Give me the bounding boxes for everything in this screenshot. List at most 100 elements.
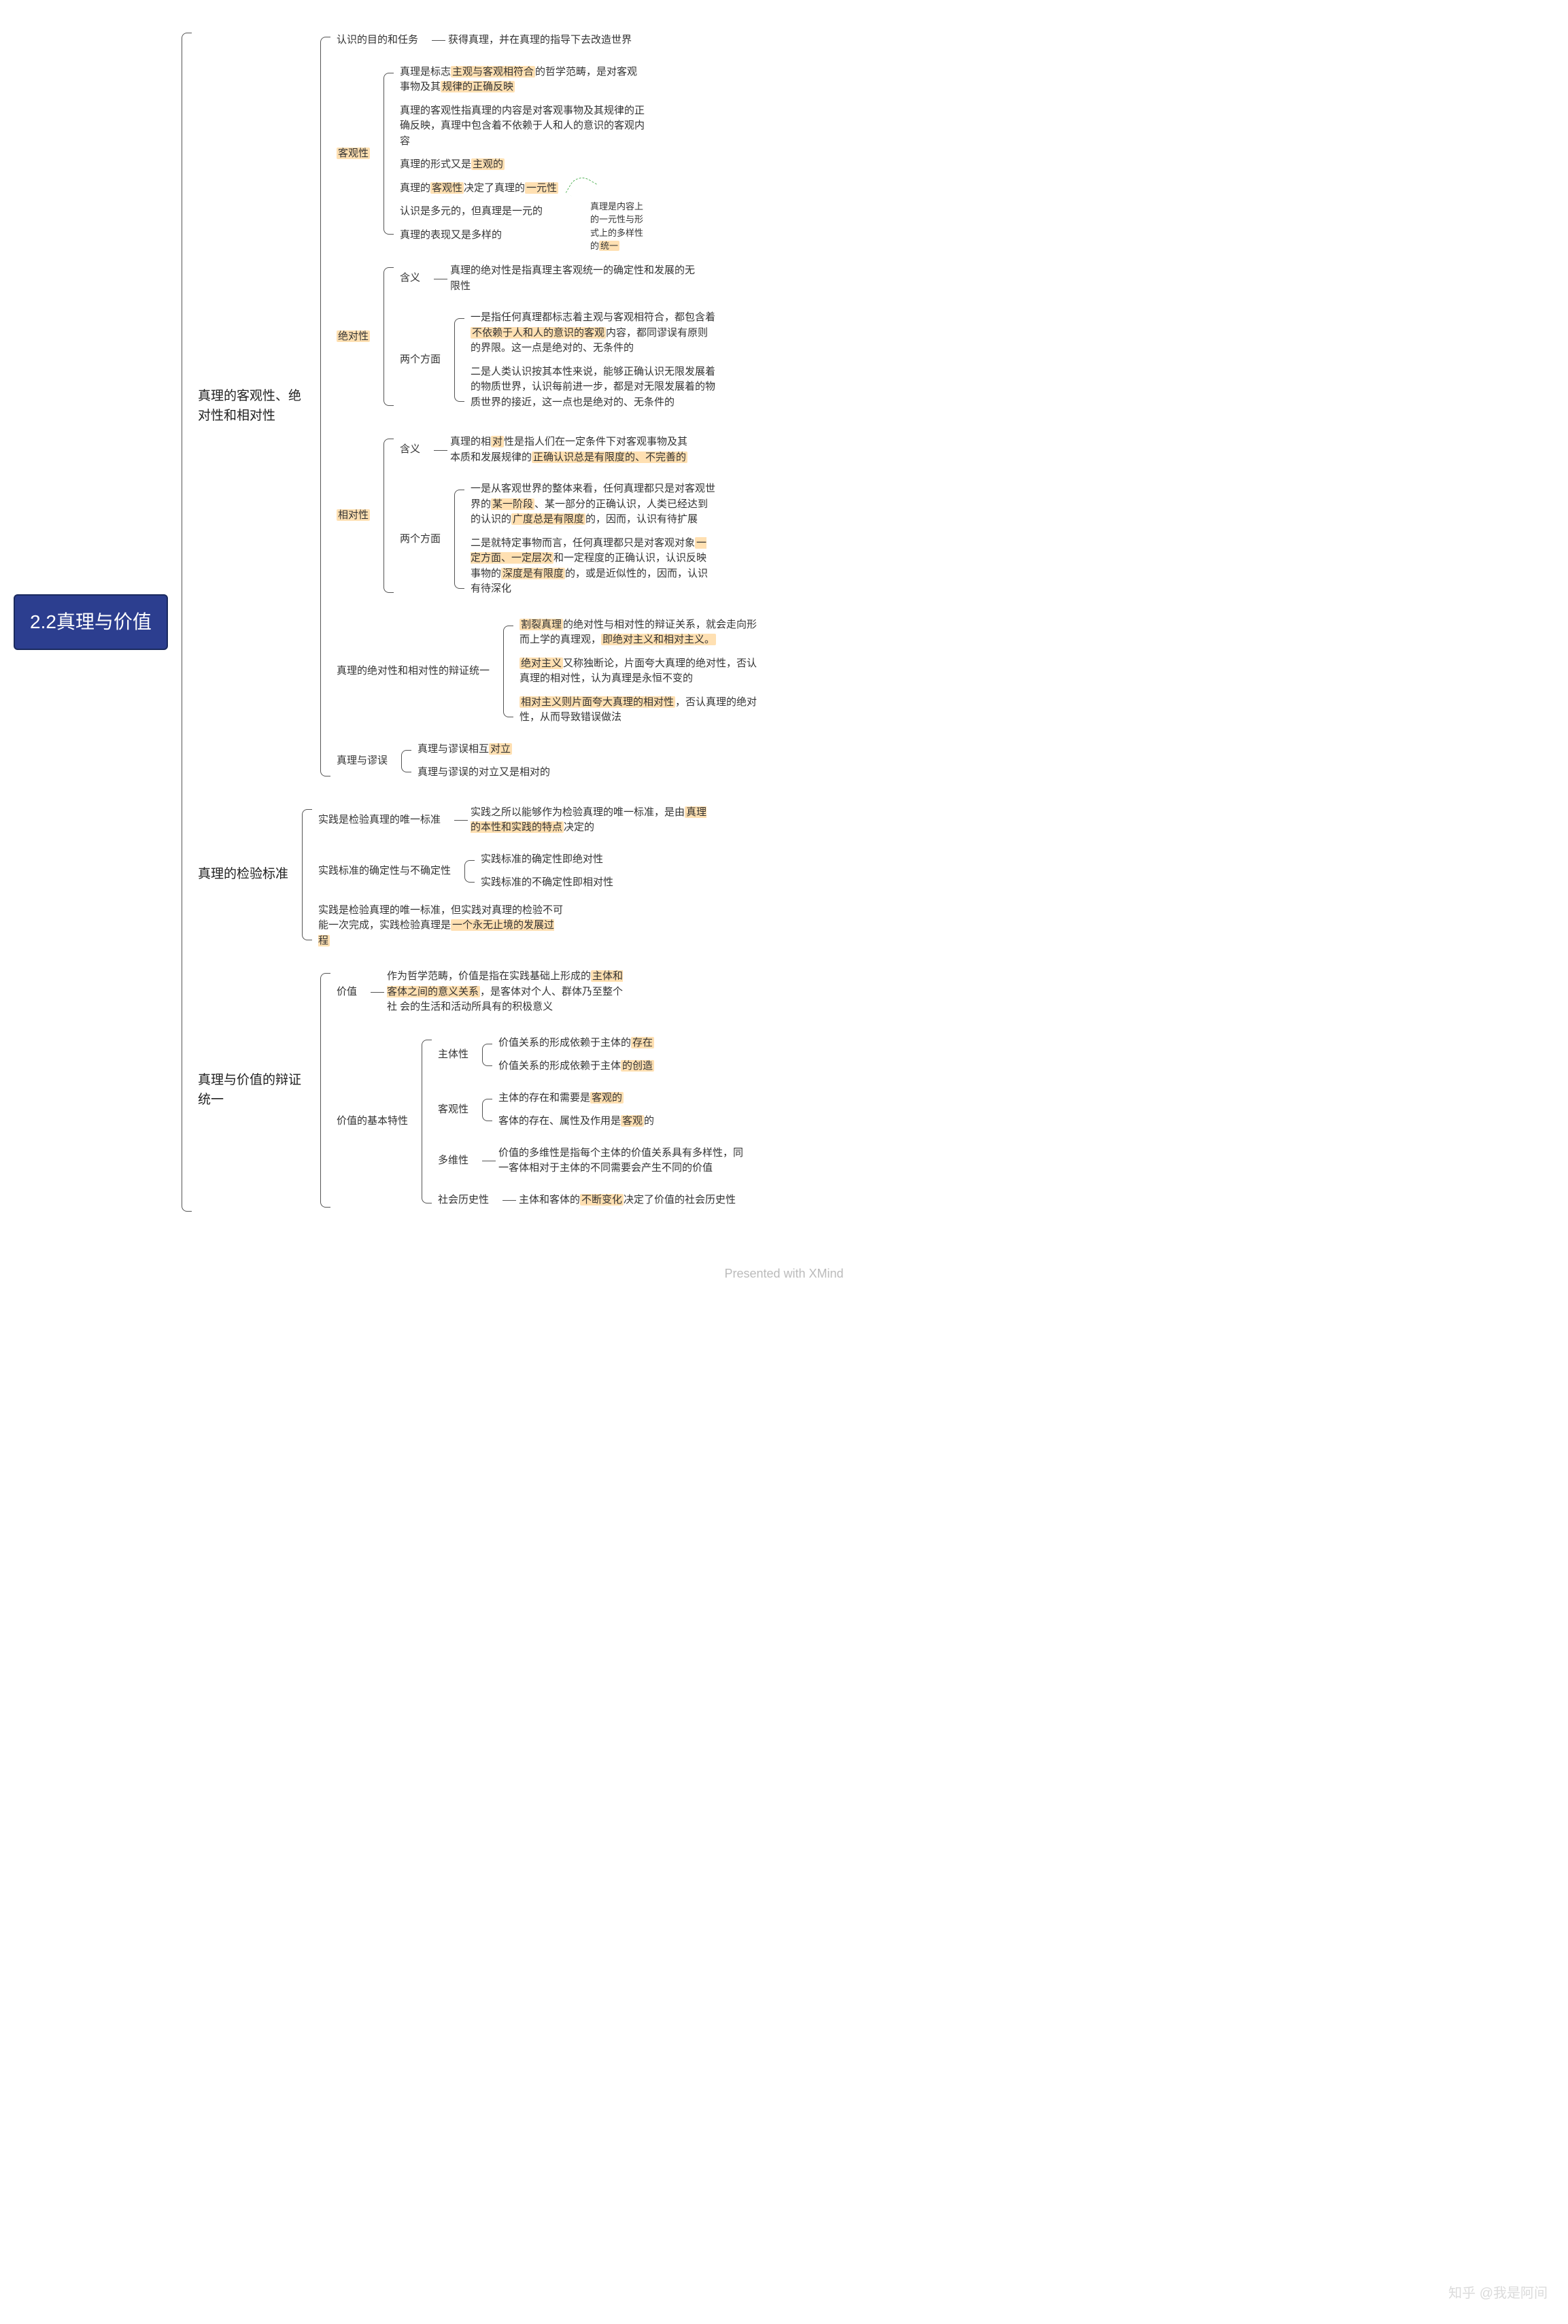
mindmap-node[interactable]: 真理与谬误相互对立 <box>417 742 550 757</box>
mindmap-node[interactable]: 客观性主体的存在和需要是客观的客体的存在、属性及作用是客观的 <box>438 1087 743 1133</box>
mindmap-node[interactable]: 认识的目的和任务 获得真理，并在真理的指导下去改造世界 <box>337 29 764 52</box>
footer-credit: Presented with XMind <box>14 1265 1554 1283</box>
mindmap-node[interactable]: 真理与谬误真理与谬误相互对立真理与谬误的对立又是相对的 <box>337 738 764 785</box>
mindmap-node[interactable]: 相对主义则片面夸大真理的相对性，否认真理的绝对性，从而导致错误做法 <box>519 695 764 725</box>
mindmap-node[interactable]: 真理的相对性是指人们在一定条件下对客观事物及其本质和发展规律的正确认识总是有限度… <box>450 434 695 465</box>
leaf-label: 割裂真理的绝对性与相对性的辩证关系，就会走向形而上学的真理观，即绝对主义和相对主… <box>519 617 764 648</box>
branch-group: 价值 作为哲学范畴，价值是指在实践基础上形成的主体和客体之间的意义关系，是客体对个… <box>320 961 743 1220</box>
mindmap-node[interactable]: 客观性 真理是标志主观与客观相符合的哲学范畴，是对客观事物及其规律的正确反映真理的… <box>337 61 764 247</box>
highlight-text: 主体和客体之间的意义关系 <box>387 970 623 997</box>
mindmap-node[interactable]: 实践标准的确定性即绝对性 <box>481 852 613 868</box>
mindmap-node[interactable]: 一是从客观世界的整体来看，任何真理都只是对客观世界的某一阶段、某一部分的正确认识… <box>471 481 715 528</box>
mindmap-node[interactable]: 割裂真理的绝对性与相对性的辩证关系，就会走向形而上学的真理观，即绝对主义和相对主… <box>519 617 764 648</box>
mindmap-node[interactable]: 二是人类认识按其本性来说，能够正确认识无限发展着的物质世界，认识每前进一步，都是… <box>471 364 715 411</box>
highlight-text: 客观性 <box>430 182 464 194</box>
highlight-text: 主观的 <box>471 158 505 170</box>
leaf-label: 价值的多维性是指每个主体的价值关系具有多样性，同一客体相对于主体的不同需要会产生… <box>498 1146 743 1176</box>
mindmap-node[interactable]: 真理的绝对性和相对性的辩证统一割裂真理的绝对性与相对性的辩证关系，就会走向形而上… <box>337 613 764 730</box>
mindmap-node[interactable]: 真理的客观性决定了真理的一元性真理是内容上的一元性与形式上的多样性的统一 <box>400 181 645 196</box>
mindmap-node[interactable]: 真理的客观性指真理的内容是对客观事物及其规律的正确反映，真理中包含着不依赖于人和… <box>400 103 645 150</box>
mindmap-node[interactable]: 社会历史性 主体和客体的不断变化决定了价值的社会历史性 <box>438 1189 743 1212</box>
mindmap-node[interactable]: 真理与谬误的对立又是相对的 <box>417 765 550 781</box>
branch-group: 一是指任何真理都标志着主观与客观相符合，都包含着不依赖于人和人的意识的客观内容，… <box>454 306 715 414</box>
highlight-text: 绝对性 <box>337 330 370 342</box>
mindmap-node[interactable]: 实践之所以能够作为检验真理的唯一标准，是由真理的本性和实践的特点决定的 <box>471 805 715 836</box>
branch-label: 认识的目的和任务 <box>337 33 418 48</box>
branch-label: 绝对性 <box>337 329 370 345</box>
branch-group: 真理的相对性是指人们在一定条件下对客观事物及其本质和发展规律的正确认识总是有限度… <box>434 430 695 469</box>
branch-label: 相对性 <box>337 508 370 524</box>
mindmap-node[interactable]: 真理的绝对性是指真理主客观统一的确定性和发展的无限性 <box>450 263 695 294</box>
leaf-label: 真理与谬误相互对立 <box>417 742 512 757</box>
branch-group: 实践是检验真理的唯一标准实践之所以能够作为检验真理的唯一标准，是由真理的本性和实… <box>302 797 715 953</box>
branch-label: 社会历史性 <box>438 1193 489 1208</box>
mindmap-node[interactable]: 多维性 价值的多维性是指每个主体的价值关系具有多样性，同一客体相对于主体的不同需要… <box>438 1142 743 1180</box>
branch-group: 认识的目的和任务 获得真理，并在真理的指导下去改造世界客观性 真理是标志主观与客观相… <box>320 24 764 789</box>
mindmap-node[interactable]: 主体的存在和需要是客观的 <box>498 1091 654 1106</box>
branch-group: 价值关系的形成依赖于主体的存在价值关系的形成依赖于主体的创造 <box>482 1031 654 1078</box>
highlight-text: 割裂真理 <box>519 619 563 630</box>
highlight-text: 主观与客观相符合 <box>451 66 535 78</box>
mindmap-node[interactable]: 价值 作为哲学范畴，价值是指在实践基础上形成的主体和客体之间的意义关系，是客体对个… <box>337 965 743 1019</box>
mindmap-node[interactable]: 实践标准的确定性与不确定性实践标准的确定性即绝对性实践标准的不确定性即相对性 <box>318 848 715 895</box>
root-node[interactable]: 2.2真理与价值 <box>14 594 168 650</box>
leaf-label: 价值关系的形成依赖于主体的创造 <box>498 1059 654 1074</box>
leaf-label: 真理的表现又是多样的 <box>400 228 502 243</box>
leaf-label: 真理的相对性是指人们在一定条件下对客观事物及其本质和发展规律的正确认识总是有限度… <box>450 434 695 465</box>
leaf-label: 真理的绝对性是指真理主客观统一的确定性和发展的无限性 <box>450 263 695 294</box>
mindmap-node[interactable]: 相对性 含义 真理的相对性是指人们在一定条件下对客观事物及其本质和发展规律的正确认识… <box>337 426 764 605</box>
leaf-label: 主体和客体的不断变化决定了价值的社会历史性 <box>519 1193 736 1208</box>
leaf-label: 作为哲学范畴，价值是指在实践基础上形成的主体和客体之间的意义关系，是客体对个人、… <box>387 969 632 1015</box>
branch-label: 实践标准的确定性与不确定性 <box>318 864 451 879</box>
mindmap-node[interactable]: 实践标准的不确定性即相对性 <box>481 875 613 891</box>
mindmap-node[interactable]: 含义真理的绝对性是指真理主客观统一的确定性和发展的无限性 <box>400 259 715 298</box>
highlight-text: 某一阶段 <box>491 498 534 510</box>
highlight-text: 绝对主义 <box>519 657 563 669</box>
mindmap-node[interactable]: 真理与价值的辩证统一价值作为哲学范畴，价值是指在实践基础上形成的主体和客体之间的… <box>198 961 764 1220</box>
annotation-note: 真理是内容上的一元性与形式上的多样性的统一 <box>590 200 645 253</box>
leaf-label: 认识是多元的，但真理是一元的 <box>400 204 543 220</box>
leaf-label: 实践是检验真理的唯一标准，但实践对真理的检验不可能一次完成，实践检验真理是一个永… <box>318 903 563 949</box>
mindmap-node[interactable]: 价值的基本特性主体性价值关系的形成依赖于主体的存在价值关系的形成依赖于主体的创造… <box>337 1027 743 1216</box>
mindmap-node[interactable]: 真理的检验标准 实践是检验真理的唯一标准实践之所以能够作为检验真理的唯一标准，是由… <box>198 797 764 953</box>
mindmap-node[interactable]: 一是指任何真理都标志着主观与客观相符合，都包含着不依赖于人和人的意识的客观内容，… <box>471 310 715 356</box>
mindmap-node[interactable]: 获得真理，并在真理的指导下去改造世界 <box>448 33 632 48</box>
mindmap-node[interactable]: 实践是检验真理的唯一标准实践之所以能够作为检验真理的唯一标准，是由真理的本性和实… <box>318 801 715 840</box>
mindmap-node[interactable]: 客体的存在、属性及作用是客观的 <box>498 1114 654 1129</box>
branch-label: 真理的检验标准 <box>198 865 288 885</box>
leaf-label: 实践标准的确定性即绝对性 <box>481 852 603 868</box>
highlight-text: 即绝对主义和相对主义。 <box>601 634 716 645</box>
highlight-text: 对立 <box>489 743 512 755</box>
mindmap-node[interactable]: 真理的形式又是主观的 <box>400 157 645 173</box>
branch-label: 价值 <box>337 985 357 1000</box>
leaf-label: 价值关系的形成依赖于主体的存在 <box>498 1036 654 1051</box>
leaf-label: 获得真理，并在真理的指导下去改造世界 <box>448 33 632 48</box>
mindmap-node[interactable]: 二是就特定事物而言，任何真理都只是对客观对象一定方面、一定层次和一定程度的正确认… <box>471 536 715 597</box>
mindmap-node[interactable]: 两个方面一是从客观世界的整体来看，任何真理都只是对客观世界的某一阶段、某一部分的… <box>400 477 715 601</box>
mindmap-node[interactable]: 真理是标志主观与客观相符合的哲学范畴，是对客观事物及其规律的正确反映 <box>400 65 645 95</box>
leaf-label: 相对主义则片面夸大真理的相对性，否认真理的绝对性，从而导致错误做法 <box>519 695 764 725</box>
highlight-text: 存在 <box>631 1037 654 1048</box>
mindmap-node[interactable]: 真理的客观性、绝对性和相对性 认识的目的和任务 获得真理，并在真理的指导下去改造世界… <box>198 24 764 789</box>
mindmap-node[interactable]: 绝对性 含义真理的绝对性是指真理主客观统一的确定性和发展的无限性两个方面一是指任何… <box>337 255 764 418</box>
mindmap-node[interactable]: 绝对主义又称独断论，片面夸大真理的绝对性，否认真理的相对性，认为真理是永恒不变的 <box>519 656 764 687</box>
mindmap-node[interactable]: 价值的多维性是指每个主体的价值关系具有多样性，同一客体相对于主体的不同需要会产生… <box>498 1146 743 1176</box>
mindmap-node[interactable]: 实践是检验真理的唯一标准，但实践对真理的检验不可能一次完成，实践检验真理是一个永… <box>318 903 715 949</box>
branch-label: 多维性 <box>438 1153 468 1169</box>
mindmap-node[interactable]: 价值关系的形成依赖于主体的存在 <box>498 1036 654 1051</box>
mindmap-node[interactable]: 两个方面一是指任何真理都标志着主观与客观相符合，都包含着不依赖于人和人的意识的客… <box>400 306 715 414</box>
mindmap-node[interactable]: 含义 真理的相对性是指人们在一定条件下对客观事物及其本质和发展规律的正确认识总是有… <box>400 430 715 469</box>
mindmap-node[interactable]: 作为哲学范畴，价值是指在实践基础上形成的主体和客体之间的意义关系，是客体对个人、… <box>387 969 632 1015</box>
branch-group: 获得真理，并在真理的指导下去改造世界 <box>432 29 632 52</box>
branch-group: 主体的存在和需要是客观的客体的存在、属性及作用是客观的 <box>482 1087 654 1133</box>
highlight-text: 对 <box>491 436 504 447</box>
highlight-text: 不断变化 <box>580 1194 624 1206</box>
highlight-text: 一定方面、一定层次 <box>471 537 706 564</box>
branch-label: 含义 <box>400 442 420 458</box>
branch-group: 实践标准的确定性即绝对性实践标准的不确定性即相对性 <box>464 848 613 895</box>
branch-label: 真理的客观性、绝对性和相对性 <box>198 387 307 426</box>
mindmap-node[interactable]: 主体性价值关系的形成依赖于主体的存在价值关系的形成依赖于主体的创造 <box>438 1031 743 1078</box>
mindmap-node[interactable]: 价值关系的形成依赖于主体的创造 <box>498 1059 654 1074</box>
leaf-label: 真理是标志主观与客观相符合的哲学范畴，是对客观事物及其规律的正确反映 <box>400 65 645 95</box>
mindmap-node[interactable]: 主体和客体的不断变化决定了价值的社会历史性 <box>519 1193 736 1208</box>
